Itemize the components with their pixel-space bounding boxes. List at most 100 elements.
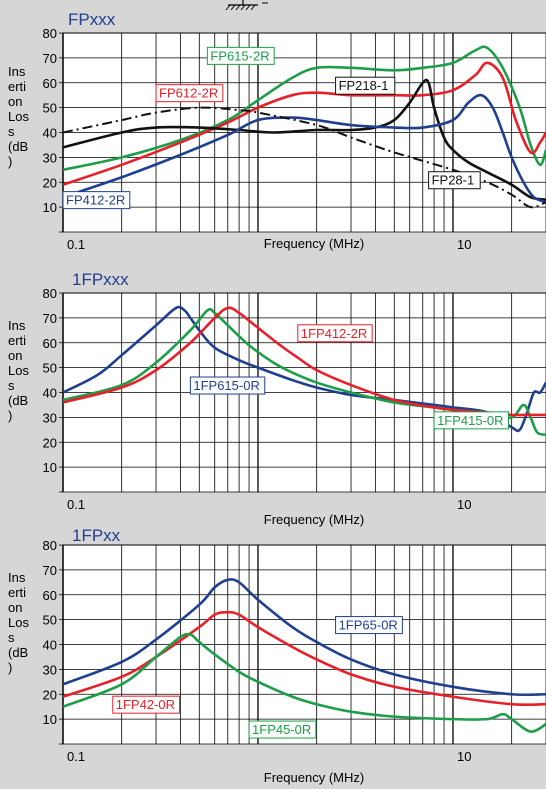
series-label-box [335, 76, 396, 95]
series-label-text: 1FP412-2R [301, 326, 367, 341]
chart-title: FPxxx [68, 10, 116, 29]
ground-hatch [250, 4, 256, 11]
y-tick-label: 80 [43, 286, 57, 301]
series-label-1fp45-0r: 1FP45-0R [248, 720, 317, 739]
y-axis-label-line: (dB [8, 393, 28, 408]
series-line-1fp415-0r [63, 307, 546, 437]
series-label-box [62, 191, 131, 210]
series-line-1fp45-0r [63, 632, 546, 733]
series-label-box [112, 695, 181, 714]
y-axis-label-line: Ins [8, 64, 26, 79]
series-label-text: FP615-2R [210, 48, 269, 63]
y-axis-label-line: erti [8, 333, 26, 348]
y-axis-label-line: on [8, 348, 22, 363]
y-axis-label-line: Los [8, 109, 29, 124]
series-line-fp615-2r [63, 45, 546, 172]
series-label-text: FP218-1 [339, 78, 389, 93]
y-axis-label-line: erti [8, 79, 26, 94]
chart-title: 1FPxxx [72, 270, 129, 289]
y-axis-label-line: on [8, 600, 22, 615]
y-tick-label: 10 [43, 712, 57, 727]
ground-hatch [235, 4, 241, 11]
y-axis-label-line: s [8, 124, 15, 139]
series-label-fp612-2r: FP612-2R [155, 84, 224, 103]
y-axis-label-line: ) [8, 154, 12, 169]
y-tick-label: 70 [43, 51, 57, 66]
series-line-1fp65-0r [63, 578, 546, 697]
y-axis-label-line: (dB [8, 645, 28, 660]
series-label-box [248, 720, 317, 739]
y-tick-label: 60 [43, 588, 57, 603]
y-axis-label-line: Los [8, 615, 29, 630]
series-label-fp218-1: FP218-1 [335, 76, 396, 95]
chart-panel-1: 10 20 30 40 50 60 70 80 0.1 10 FPxxx Frequency (MHz… [8, 10, 546, 252]
y-tick-label: 70 [43, 311, 57, 326]
x-axis-label: Frequency (MHz) [264, 236, 364, 251]
series-line-fp28-1 [63, 106, 546, 209]
series-label-text: 1FP42-0R [116, 697, 175, 712]
y-tick-label: 50 [43, 101, 57, 116]
y-tick-label: 10 [43, 460, 57, 475]
y-axis-label-line: Los [8, 363, 29, 378]
y-tick-label: 70 [43, 563, 57, 578]
ground-hatch [225, 4, 231, 11]
y-axis-label-line: (dB [8, 139, 28, 154]
y-tick-label: 20 [43, 687, 57, 702]
y-tick-label: 20 [43, 175, 57, 190]
x-tick-label: 0.1 [67, 749, 85, 764]
y-tick-label: 40 [43, 386, 57, 401]
x-tick-label: 0.1 [67, 497, 85, 512]
series-label-fp412-2r: FP412-2R [62, 191, 131, 210]
series-label-fp28-1: FP28-1 [428, 171, 481, 190]
series-label-box [155, 84, 224, 103]
y-tick-label: 50 [43, 361, 57, 376]
series-label-1fp42-0r: 1FP42-0R [112, 695, 181, 714]
series-label-1fp412-2r: 1FP412-2R [297, 324, 373, 343]
series-label-fp615-2r: FP615-2R [206, 46, 275, 65]
ground-hatch [240, 4, 246, 11]
x-axis-label: Frequency (MHz) [264, 770, 364, 785]
series-label-text: FP412-2R [66, 193, 125, 208]
x-tick-label: 0.1 [67, 237, 85, 252]
series-label-1fp65-0r: 1FP65-0R [335, 616, 403, 635]
y-tick-label: 30 [43, 662, 57, 677]
series-label-box [433, 411, 509, 430]
series-label-1fp415-0r: 1FP415-0R [433, 411, 509, 430]
ground-symbol-icon [225, 0, 268, 11]
y-tick-label: 80 [43, 26, 57, 41]
ground-hatch [230, 4, 236, 11]
y-axis-label-line: ) [8, 660, 12, 675]
series-label-text: 1FP415-0R [437, 413, 503, 428]
series-label-text: FP612-2R [159, 86, 218, 101]
series-line-fp612-2r [63, 61, 546, 186]
series-label-text: FP28-1 [432, 173, 475, 188]
x-tick-label: 10 [457, 237, 471, 252]
series-label-box [335, 616, 403, 635]
series-group [63, 45, 546, 209]
chart-panel-2: 10 20 30 40 50 60 70 80 0.1 10 1FPxxx Frequency (MH… [8, 270, 546, 527]
y-tick-label: 50 [43, 613, 57, 628]
y-axis-label-line: on [8, 94, 22, 109]
series-line-fp218-1 [63, 78, 546, 201]
y-axis-label-line: s [8, 630, 15, 645]
y-tick-label: 60 [43, 76, 57, 91]
y-tick-label: 40 [43, 126, 57, 141]
series-group [63, 578, 546, 733]
y-tick-label: 20 [43, 435, 57, 450]
y-tick-label: 80 [43, 538, 57, 553]
x-axis-label: Frequency (MHz) [264, 512, 364, 527]
series-label-box [206, 46, 275, 65]
x-tick-label: 10 [457, 749, 471, 764]
ground-hatch [245, 4, 251, 11]
series-label-box [428, 171, 481, 190]
x-tick-label: 10 [457, 497, 471, 512]
y-axis-label-line: Ins [8, 570, 26, 585]
y-axis-label-line: ) [8, 408, 12, 423]
series-line-1fp615-0r [63, 305, 546, 433]
y-tick-label: 30 [43, 410, 57, 425]
chart-panel-3: 10 20 30 40 50 60 70 80 0.1 10 1FPxx Frequency (MHz… [8, 526, 546, 785]
